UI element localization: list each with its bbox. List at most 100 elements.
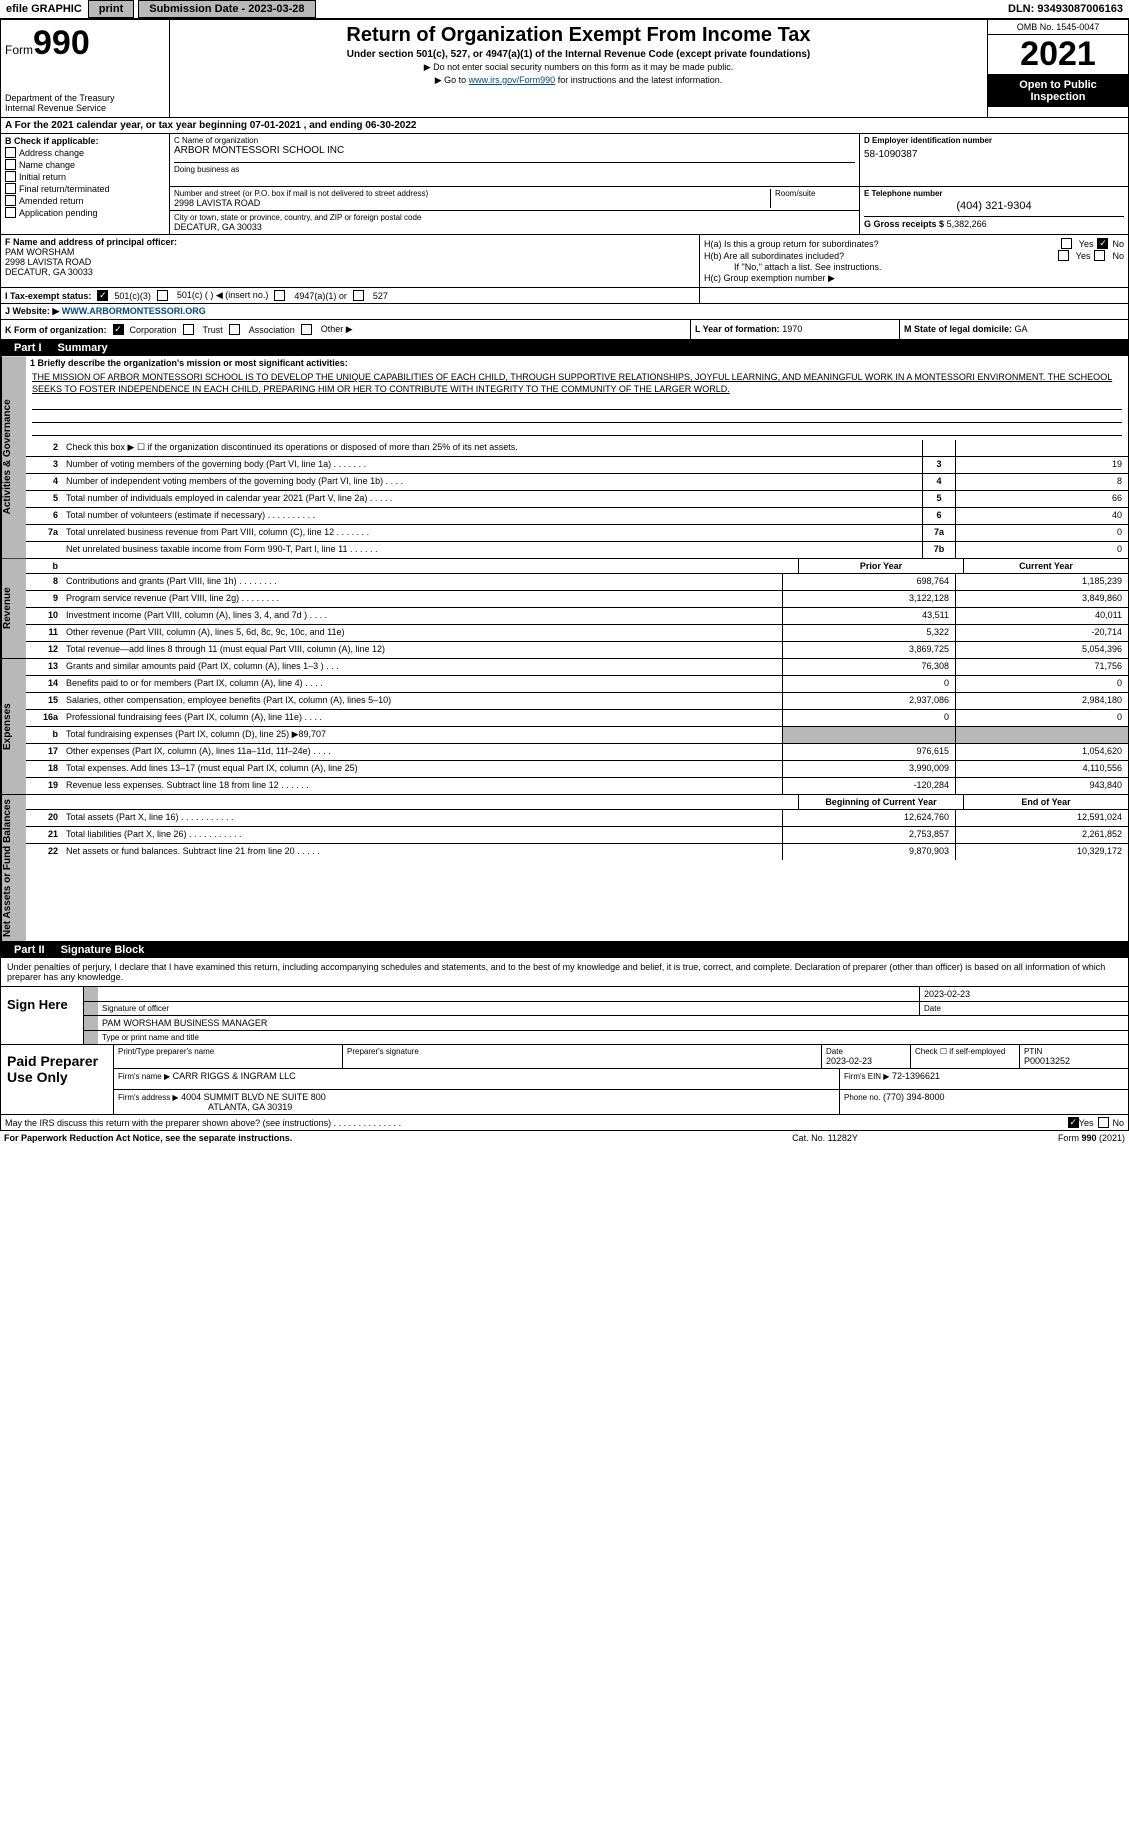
- footer: For Paperwork Reduction Act Notice, see …: [0, 1131, 1129, 1145]
- discuss-no[interactable]: [1098, 1117, 1109, 1128]
- chk-corporation[interactable]: ✓: [113, 324, 124, 335]
- chk-amended-return[interactable]: [5, 195, 16, 206]
- col-b-checkboxes: B Check if applicable: Address change Na…: [1, 134, 170, 234]
- chk-initial-return[interactable]: [5, 171, 16, 182]
- irs-label: Internal Revenue Service: [5, 103, 165, 113]
- sign-here-block: Sign Here 2023-02-23 Signature of office…: [0, 987, 1129, 1045]
- chk-501c[interactable]: [157, 290, 168, 301]
- chk-other[interactable]: [301, 324, 312, 335]
- sig-officer-label: Signature of officer: [98, 1002, 919, 1015]
- chk-trust[interactable]: [183, 324, 194, 335]
- chk-501c3[interactable]: ✓: [97, 290, 108, 301]
- city-value: DECATUR, GA 30033: [174, 222, 855, 232]
- firm-addr2: ATLANTA, GA 30319: [118, 1102, 835, 1112]
- hc-label: H(c) Group exemption number ▶: [704, 273, 835, 284]
- table-row: 6Total number of volunteers (estimate if…: [26, 508, 1128, 525]
- net-assets-section: Net Assets or Fund Balances Beginning of…: [0, 795, 1129, 942]
- table-row: 13Grants and similar amounts paid (Part …: [26, 659, 1128, 676]
- print-button[interactable]: print: [88, 0, 134, 18]
- paperwork-notice: For Paperwork Reduction Act Notice, see …: [4, 1133, 725, 1143]
- dba-label: Doing business as: [174, 162, 855, 174]
- officer-addr1: 2998 LAVISTA ROAD: [5, 257, 695, 267]
- chk-final-return[interactable]: [5, 183, 16, 194]
- form-org-label: K Form of organization:: [5, 325, 107, 335]
- table-row: 18Total expenses. Add lines 13–17 (must …: [26, 761, 1128, 778]
- dln-label: DLN: 93493087006163: [1008, 3, 1129, 15]
- firm-ein: 72-1396621: [892, 1071, 940, 1081]
- table-row: 17Other expenses (Part IX, column (A), l…: [26, 744, 1128, 761]
- discuss-yes[interactable]: ✓: [1068, 1117, 1079, 1128]
- submission-date: Submission Date - 2023-03-28: [138, 0, 315, 18]
- form-label: Form: [5, 43, 33, 57]
- table-row: 15Salaries, other compensation, employee…: [26, 693, 1128, 710]
- revenue-section: Revenue b Prior Year Current Year 8Contr…: [0, 559, 1129, 659]
- row-a-tax-year: A For the 2021 calendar year, or tax yea…: [0, 118, 1129, 134]
- room-label: Room/suite: [775, 189, 855, 198]
- tax-year: 2021: [988, 35, 1128, 75]
- table-row: 8Contributions and grants (Part VIII, li…: [26, 574, 1128, 591]
- form-title: Return of Organization Exempt From Incom…: [174, 24, 983, 47]
- part-ii-header: Part II Signature Block: [0, 942, 1129, 958]
- phone-value: (404) 321-9304: [864, 200, 1124, 212]
- ptin: P00013252: [1024, 1056, 1124, 1066]
- ha-label: H(a) Is this a group return for subordin…: [704, 239, 1061, 249]
- city-label: City or town, state or province, country…: [174, 213, 855, 222]
- paid-preparer-block: Paid Preparer Use Only Print/Type prepar…: [0, 1045, 1129, 1115]
- table-row: 22Net assets or fund balances. Subtract …: [26, 844, 1128, 860]
- table-row: bTotal fundraising expenses (Part IX, co…: [26, 727, 1128, 744]
- efile-label: efile GRAPHIC: [0, 1, 88, 17]
- ha-no[interactable]: ✓: [1097, 238, 1108, 249]
- chk-4947[interactable]: [274, 290, 285, 301]
- org-name-label: C Name of organization: [174, 136, 855, 145]
- form-header: Form990 Department of the Treasury Inter…: [0, 19, 1129, 118]
- table-row: 19Revenue less expenses. Subtract line 1…: [26, 778, 1128, 794]
- table-row: 3Number of voting members of the governi…: [26, 457, 1128, 474]
- form-number: 990: [33, 24, 90, 62]
- block-b-c-d-e: B Check if applicable: Address change Na…: [0, 134, 1129, 235]
- officer-label: F Name and address of principal officer:: [5, 237, 695, 247]
- firm-phone: (770) 394-8000: [883, 1092, 945, 1102]
- chk-name-change[interactable]: [5, 159, 16, 170]
- table-row: 10Investment income (Part VIII, column (…: [26, 608, 1128, 625]
- table-row: 21Total liabilities (Part X, line 26) . …: [26, 827, 1128, 844]
- website-link[interactable]: WWW.ARBORMONTESSORI.ORG: [62, 306, 206, 316]
- table-row: 5Total number of individuals employed in…: [26, 491, 1128, 508]
- discuss-text: May the IRS discuss this return with the…: [5, 1118, 1068, 1128]
- sign-here-label: Sign Here: [1, 987, 84, 1044]
- current-year-header: Current Year: [963, 559, 1128, 573]
- irs-link[interactable]: www.irs.gov/Form990: [469, 75, 556, 85]
- hb-note: If "No," attach a list. See instructions…: [704, 262, 1124, 272]
- chk-association[interactable]: [229, 324, 240, 335]
- sig-date-label: Date: [919, 1002, 1128, 1015]
- hb-no[interactable]: [1094, 250, 1105, 261]
- table-row: 9Program service revenue (Part VIII, lin…: [26, 591, 1128, 608]
- form-footer: Form 990 (2021): [925, 1133, 1125, 1143]
- hb-yes[interactable]: [1058, 250, 1069, 261]
- expenses-section: Expenses 13Grants and similar amounts pa…: [0, 659, 1129, 795]
- form-note-2: ▶ Go to www.irs.gov/Form990 for instruct…: [174, 75, 983, 86]
- paid-preparer-label: Paid Preparer Use Only: [1, 1045, 114, 1114]
- vtab-net-assets: Net Assets or Fund Balances: [1, 795, 26, 941]
- firm-addr1: 4004 SUMMIT BLVD NE SUITE 800: [181, 1092, 326, 1102]
- chk-527[interactable]: [353, 290, 364, 301]
- chk-address-change[interactable]: [5, 147, 16, 158]
- table-row: 4Number of independent voting members of…: [26, 474, 1128, 491]
- arrow-icon: [84, 987, 98, 1001]
- top-bar: efile GRAPHIC print Submission Date - 20…: [0, 0, 1129, 19]
- state-domicile: GA: [1015, 324, 1028, 334]
- vtab-expenses: Expenses: [1, 659, 26, 794]
- chk-application-pending[interactable]: [5, 207, 16, 218]
- dept-label: Department of the Treasury: [5, 93, 165, 103]
- end-year-header: End of Year: [963, 795, 1128, 809]
- vtab-revenue: Revenue: [1, 559, 26, 658]
- table-row: 20Total assets (Part X, line 16) . . . .…: [26, 810, 1128, 827]
- sig-name-label: Type or print name and title: [98, 1031, 1128, 1044]
- row-k-l-m: K Form of organization: ✓Corporation Tru…: [0, 320, 1129, 340]
- omb-number: OMB No. 1545-0047: [988, 20, 1128, 35]
- table-row: Net unrelated business taxable income fr…: [26, 542, 1128, 558]
- officer-name: PAM WORSHAM: [5, 247, 695, 257]
- officer-addr2: DECATUR, GA 30033: [5, 267, 695, 277]
- ein-value: 58-1090387: [864, 149, 1124, 160]
- part-i-header: Part I Summary: [0, 340, 1129, 356]
- ha-yes[interactable]: [1061, 238, 1072, 249]
